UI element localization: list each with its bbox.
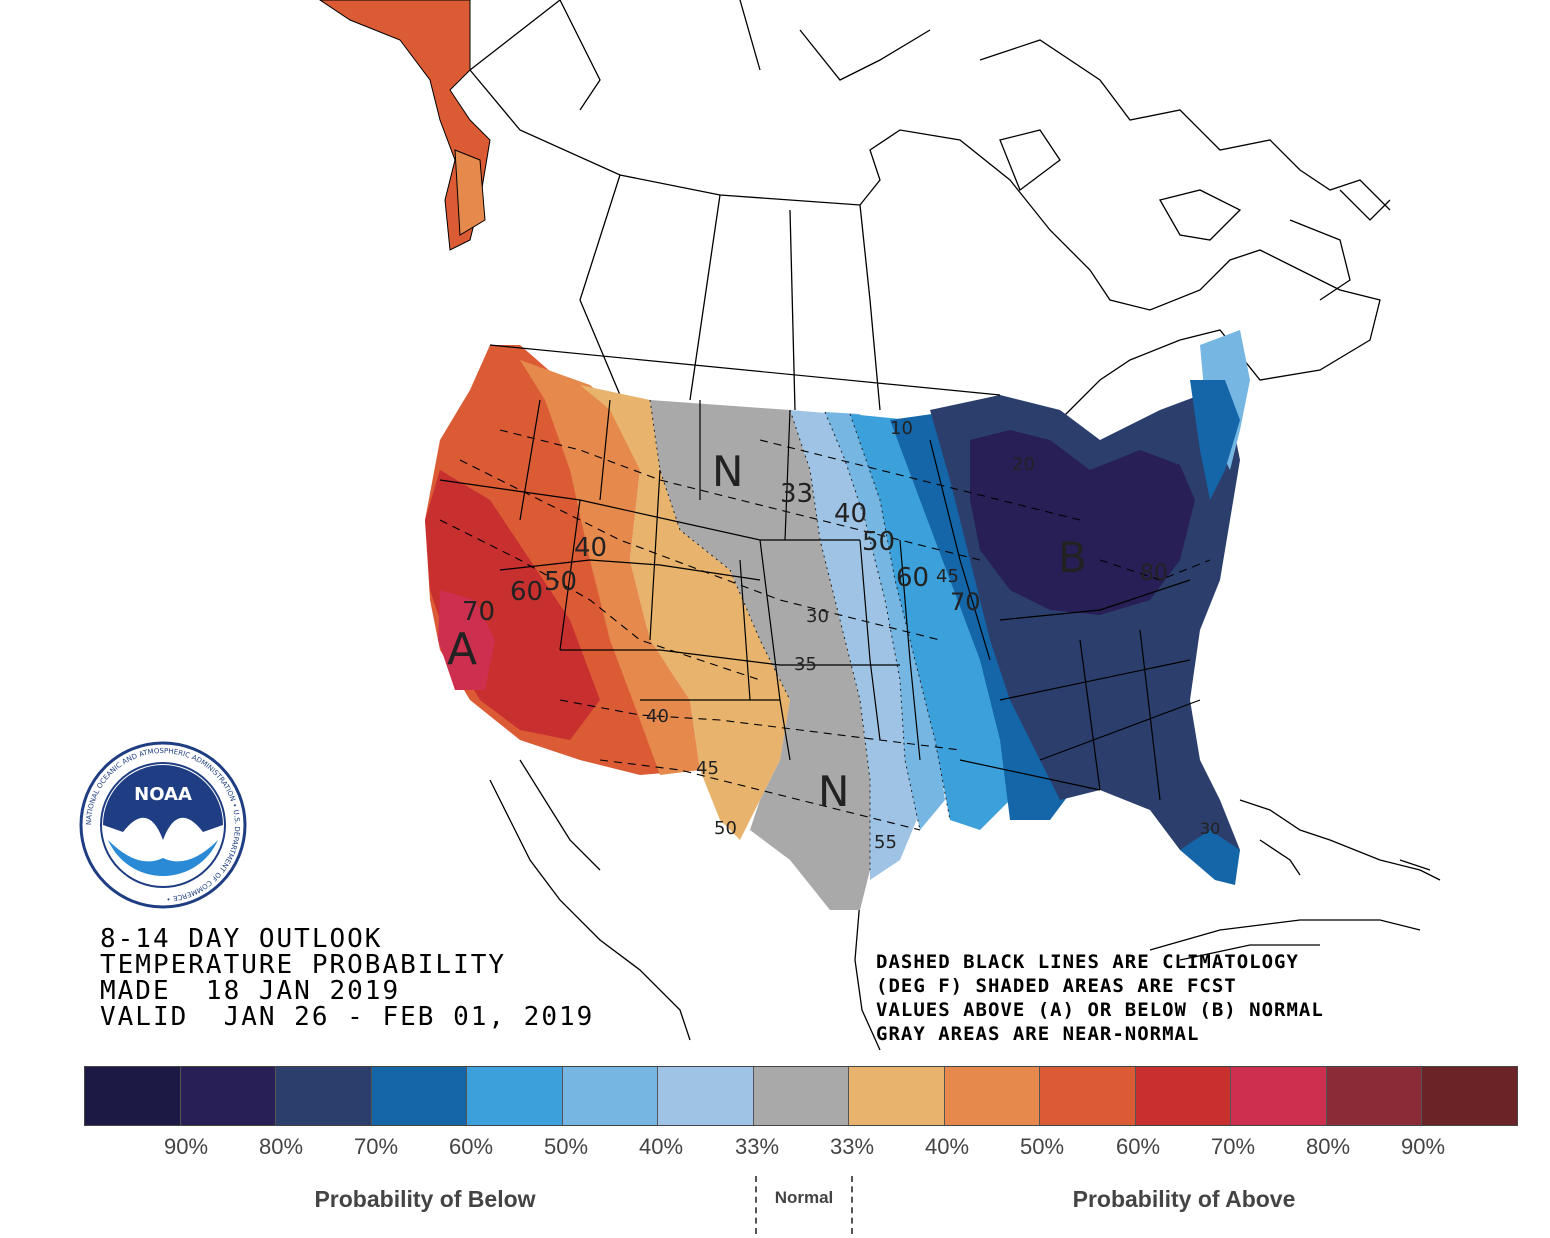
legend-below-pct: 70%	[353, 1134, 399, 1159]
title-line-3: MADE 18 JAN 2019	[100, 976, 401, 1006]
title-line-4: VALID JAN 26 - FEB 01, 2019	[100, 1002, 595, 1032]
legend-above-pct: 70%	[1210, 1134, 1256, 1159]
title-block: 8-14 DAY OUTLOOK TEMPERATURE PROBABILITY M…	[100, 926, 594, 1030]
notes-line-2: (DEG F) SHADED AREAS ARE FCST	[876, 975, 1237, 997]
land-outlines	[469, 0, 1441, 1051]
climatology-values: 70 60 50 40 33 40 50 60 45 70 30 35 40 4…	[462, 418, 1220, 853]
title-line-1: 8-14 DAY OUTLOOK	[100, 924, 383, 954]
clim-label: 45	[936, 566, 959, 587]
above-label: A	[447, 624, 477, 675]
normal-north-label: N	[712, 447, 743, 496]
alaska	[319, 0, 491, 251]
clim-label: 50	[544, 567, 577, 597]
legend-above-pct: 33%	[829, 1134, 875, 1159]
clim-label: 70	[462, 597, 495, 627]
probability-contours	[649, 399, 951, 870]
state-borders	[439, 344, 1201, 801]
legend-swatch	[180, 1067, 277, 1125]
legend-above-pct: 90%	[1400, 1134, 1446, 1159]
conus-shading	[425, 330, 1250, 910]
clim-label: 35	[794, 654, 817, 675]
noaa-logo: NOAA NATIONAL OCEANIC AND ATMOSPHERIC AD…	[79, 741, 247, 909]
legend-divider	[755, 1176, 757, 1234]
clim-label: 33	[780, 479, 813, 509]
clim-label: 55	[874, 832, 897, 853]
legend-swatch	[1135, 1067, 1232, 1125]
legend-below-pct: 60%	[448, 1134, 494, 1159]
notes-block: DASHED BLACK LINES ARE CLIMATOLOGY (DEG F…	[876, 950, 1324, 1046]
notes-line-4: GRAY AREAS ARE NEAR-NORMAL	[876, 1023, 1200, 1045]
legend-normal-caption: Normal	[774, 1188, 834, 1207]
legend-color-bar	[84, 1066, 1518, 1126]
legend-divider	[851, 1176, 853, 1234]
legend-above-pct: 50%	[1019, 1134, 1065, 1159]
legend-swatch	[944, 1067, 1041, 1125]
clim-label: 30	[1200, 819, 1220, 838]
legend-below-pct: 50%	[543, 1134, 589, 1159]
notes-line-3: VALUES ABOVE (A) OR BELOW (B) NORMAL	[876, 999, 1324, 1021]
clim-label: 20	[1012, 454, 1035, 475]
legend-above-pct: 60%	[1115, 1134, 1161, 1159]
legend-swatch	[849, 1067, 945, 1125]
legend-swatch	[753, 1067, 850, 1125]
clim-label: 80	[1140, 561, 1168, 586]
clim-label: 50	[862, 527, 895, 557]
legend-swatch	[1040, 1067, 1136, 1125]
legend-below-pct: 90%	[163, 1134, 209, 1159]
clim-label: 60	[510, 577, 543, 607]
clim-label: 40	[834, 499, 867, 529]
legend-below-caption: Probability of Below	[314, 1186, 536, 1212]
title-line-2: TEMPERATURE PROBABILITY	[100, 950, 507, 980]
legend-below-pct: 40%	[638, 1134, 684, 1159]
clim-label: 40	[574, 533, 607, 563]
climatology-lines	[439, 429, 1211, 831]
legend-swatch	[85, 1067, 181, 1125]
clim-label: 70	[950, 588, 981, 616]
legend-above-pct: 80%	[1305, 1134, 1351, 1159]
clim-label: 40	[646, 706, 669, 727]
legend-swatch	[658, 1067, 754, 1125]
legend-swatch	[467, 1067, 563, 1125]
legend-above-caption: Probability of Above	[1072, 1186, 1296, 1212]
legend-above-pct: 40%	[924, 1134, 970, 1159]
legend-swatch	[562, 1067, 659, 1125]
legend-below-pct: 80%	[258, 1134, 304, 1159]
legend-swatch	[1422, 1067, 1517, 1125]
legend-swatch	[371, 1067, 468, 1125]
clim-label: 50	[714, 818, 737, 839]
legend-swatch	[1231, 1067, 1327, 1125]
noaa-text: NOAA	[134, 784, 192, 805]
clim-label: 10	[890, 418, 913, 439]
legend-swatch	[1326, 1067, 1423, 1125]
clim-label: 60	[896, 563, 929, 593]
normal-south-label: N	[818, 767, 849, 816]
clim-label: 30	[806, 606, 829, 627]
legend-below-pct: 33%	[734, 1134, 780, 1159]
below-label: B	[1058, 533, 1087, 582]
clim-label: 45	[696, 758, 719, 779]
legend-swatch	[276, 1067, 372, 1125]
notes-line-1: DASHED BLACK LINES ARE CLIMATOLOGY	[876, 951, 1299, 973]
